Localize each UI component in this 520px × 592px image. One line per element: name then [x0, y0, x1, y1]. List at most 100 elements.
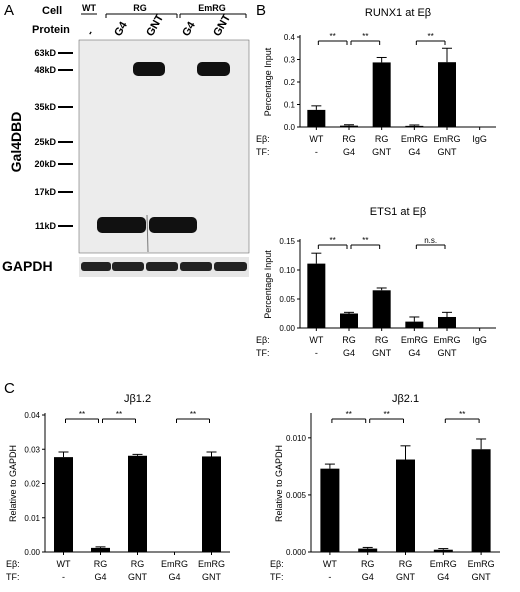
bar	[405, 322, 423, 328]
bar	[373, 62, 391, 127]
x-tick-label: RG	[375, 335, 389, 345]
gapdh-band-emrg-g4	[180, 262, 212, 271]
tf-label: G4	[94, 572, 106, 582]
protein-row-label: Protein	[32, 24, 70, 36]
lane-label-wt: -	[84, 28, 96, 37]
x-tick-label: EmRG	[468, 559, 495, 569]
chart-title: Jβ2.1	[392, 393, 419, 405]
tf-label: -	[315, 348, 318, 358]
y-tick-label: 0.02	[24, 480, 40, 489]
bar	[434, 550, 453, 552]
y-tick-label: 0.01	[24, 514, 40, 523]
tf-label: GNT	[372, 348, 392, 358]
y-axis-label: Percentage Input	[263, 250, 273, 319]
x-tick-label: EmRG	[434, 335, 461, 345]
eb-row-label: Eβ:	[256, 134, 270, 144]
marker-48kd: 48kD	[34, 65, 56, 75]
tf-row-label: TF:	[270, 572, 284, 582]
gapdh-band-rg-g4	[112, 262, 144, 271]
tf-label: G4	[343, 348, 355, 358]
x-tick-label: EmRG	[198, 559, 225, 569]
marker-63kd: 63kD	[34, 48, 56, 58]
significance-label: **	[383, 410, 389, 419]
lane-label-emrg-gnt: GNT	[211, 12, 233, 38]
bar	[91, 548, 110, 552]
chart-title: Jβ1.2	[124, 393, 151, 405]
y-tick-label: 0.00	[279, 324, 295, 333]
bar	[340, 126, 358, 127]
panel-letter-c: C	[4, 380, 15, 397]
x-tick-label: EmRG	[430, 559, 457, 569]
marker-ladder: 63kD 48kD 35kD 25kD 20kD 17kD 11kD	[34, 48, 73, 231]
x-tick-label: RG	[399, 559, 413, 569]
tf-label: G4	[362, 572, 374, 582]
y-tick-label: 0.15	[279, 237, 295, 246]
panel-letter-a: A	[4, 2, 14, 19]
x-tick-label: RG	[342, 134, 356, 144]
x-tick-label: RG	[342, 335, 356, 345]
bar	[128, 456, 147, 552]
x-tick-label: EmRG	[161, 559, 188, 569]
x-tick-label: EmRG	[401, 335, 428, 345]
tf-label: -	[328, 572, 331, 582]
marker-11kd: 11kD	[35, 221, 57, 231]
tf-label: GNT	[396, 572, 416, 582]
lane-label-rg-g4: G4	[112, 19, 130, 38]
y-tick-label: 0.4	[284, 33, 296, 42]
gapdh-band-rg-gnt	[146, 262, 178, 271]
bar	[202, 456, 221, 552]
significance-label: **	[459, 410, 465, 419]
tf-label: G4	[437, 572, 449, 582]
significance-label: **	[362, 32, 368, 41]
bar	[472, 449, 491, 552]
tf-row-label: TF:	[256, 348, 270, 358]
y-tick-label: 0.005	[286, 491, 307, 500]
x-tick-label: WT	[309, 134, 323, 144]
bar	[438, 317, 456, 328]
gapdh-band-wt	[81, 262, 111, 271]
x-tick-label: EmRG	[401, 134, 428, 144]
y-tick-label: 0.00	[24, 548, 40, 557]
tf-label: GNT	[372, 147, 392, 157]
marker-25kd: 25kD	[34, 137, 56, 147]
panel-letter-b: B	[256, 2, 266, 19]
lane-label-rg-gnt: GNT	[144, 12, 166, 38]
x-tick-label: RG	[361, 559, 375, 569]
y-tick-label: 0.04	[24, 411, 40, 420]
x-tick-label: IgG	[472, 335, 487, 345]
tf-label: G4	[408, 147, 420, 157]
western-blot-panel: Cell Protein WT RG EmRG - G4 GNT G4 GNT …	[2, 3, 249, 277]
band-11kd-emrg-g4	[149, 217, 197, 233]
x-tick-label: RG	[131, 559, 145, 569]
tf-label: G4	[408, 348, 420, 358]
tf-label: -	[315, 147, 318, 157]
bar	[358, 549, 377, 552]
tf-label: GNT	[438, 147, 458, 157]
y-tick-label: 0.010	[286, 434, 307, 443]
tf-label: G4	[168, 572, 180, 582]
x-tick-label: EmRG	[434, 134, 461, 144]
bar	[307, 110, 325, 127]
y-tick-label: 0.000	[286, 548, 307, 557]
x-tick-label: WT	[323, 559, 337, 569]
tf-label: GNT	[202, 572, 222, 582]
tf-label: G4	[343, 147, 355, 157]
significance-label: **	[190, 410, 196, 419]
group-label-emrg: EmRG	[198, 3, 226, 13]
y-tick-label: 0.1	[284, 101, 296, 110]
significance-label: **	[330, 236, 336, 245]
eb-row-label: Eβ:	[256, 335, 270, 345]
chart-title: RUNX1 at Eβ	[365, 7, 431, 19]
significance-label: **	[79, 410, 85, 419]
gapdh-band-emrg-gnt	[214, 262, 247, 271]
tf-row-label: TF:	[256, 147, 270, 157]
y-tick-label: 0.05	[279, 295, 295, 304]
tf-label: GNT	[128, 572, 148, 582]
significance-label: **	[362, 236, 368, 245]
band-11kd-rg-g4	[97, 217, 146, 233]
tf-row-label: TF:	[6, 572, 20, 582]
